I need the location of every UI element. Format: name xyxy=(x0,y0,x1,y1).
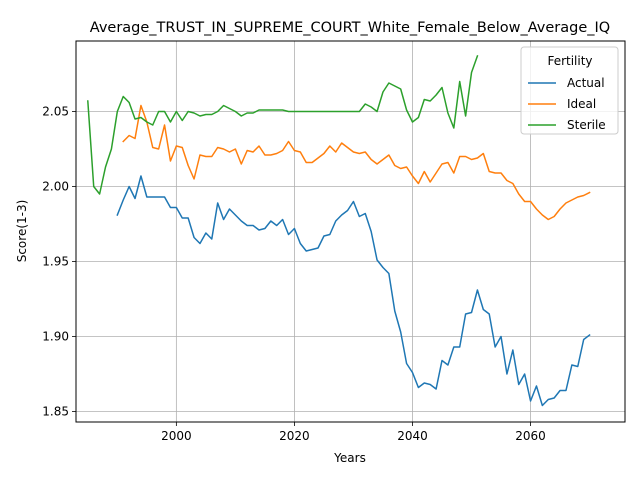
y-tick-label: 1.85 xyxy=(42,405,69,419)
x-axis: 2000 2020 2040 2060 xyxy=(161,422,546,443)
chart-title: Average_TRUST_IN_SUPREME_COURT_White_Fem… xyxy=(90,20,610,36)
legend-box xyxy=(520,46,619,135)
legend: Fertility Actual Ideal Sterile xyxy=(520,46,619,135)
y-tick-label: 1.95 xyxy=(42,255,69,269)
x-tick-label: 2040 xyxy=(397,429,428,443)
y-axis-label: Score(1-3) xyxy=(15,200,29,263)
plot-frame xyxy=(75,40,626,423)
y-tick-label: 2.05 xyxy=(42,105,69,119)
y-tick-label: 2.00 xyxy=(42,180,69,194)
legend-label-ideal: Ideal xyxy=(567,97,596,111)
legend-label-actual: Actual xyxy=(567,76,605,90)
series-line-sterile xyxy=(87,55,479,195)
x-axis-label: Years xyxy=(333,451,366,465)
legend-label-sterile: Sterile xyxy=(567,118,606,132)
y-axis: 1.85 1.90 1.95 2.00 2.05 xyxy=(42,105,76,419)
series-line-ideal xyxy=(122,104,591,221)
series-layer xyxy=(87,55,591,407)
x-tick-label: 2060 xyxy=(515,429,546,443)
legend-title: Fertility xyxy=(547,54,592,68)
series-line-actual xyxy=(116,175,591,407)
x-tick-label: 2000 xyxy=(161,429,192,443)
y-tick-label: 1.90 xyxy=(42,330,69,344)
x-tick-label: 2020 xyxy=(279,429,310,443)
